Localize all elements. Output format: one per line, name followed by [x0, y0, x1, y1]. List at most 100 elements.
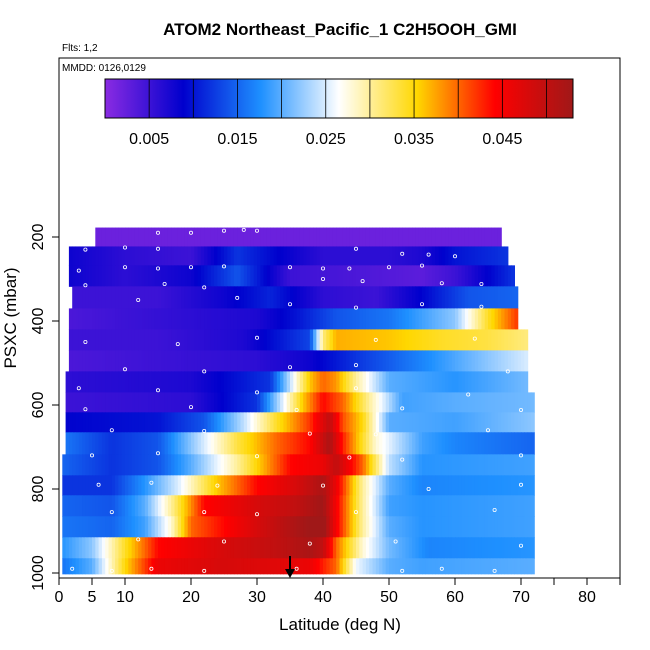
heatmap-cell: [422, 227, 426, 247]
heatmap-cell: [375, 432, 380, 455]
heatmap-cell: [85, 392, 90, 413]
heatmap-cell: [359, 432, 364, 455]
heatmap-cell: [260, 432, 265, 455]
heatmap-cell: [181, 516, 185, 538]
heatmap-cell: [230, 495, 235, 517]
heatmap-cell: [461, 246, 466, 266]
heatmap-cell: [511, 265, 515, 287]
heatmap-cell: [250, 495, 255, 517]
heatmap-cell: [118, 350, 123, 372]
heatmap-cell: [210, 412, 215, 433]
heatmap-cell: [425, 329, 430, 351]
heatmap-cell: [88, 308, 93, 330]
heatmap-cell: [187, 286, 192, 309]
heatmap-cell: [88, 412, 93, 433]
heatmap-cell: [283, 392, 288, 413]
heatmap-cell: [95, 495, 100, 517]
heatmap-cell: [468, 475, 473, 496]
heatmap-cell: [118, 516, 123, 538]
heatmap-cell: [504, 329, 509, 351]
heatmap-cell: [250, 516, 255, 538]
heatmap-cell: [247, 454, 251, 476]
heatmap-cell: [431, 495, 436, 517]
heatmap-cell: [257, 495, 261, 517]
heatmap-cell: [451, 432, 456, 455]
heatmap-cell: [504, 516, 509, 538]
heatmap-cell: [336, 558, 341, 575]
heatmap-cell: [497, 475, 502, 496]
heatmap-cell: [497, 246, 502, 266]
heatmap-cell: [98, 475, 103, 496]
heatmap-cell: [174, 392, 179, 413]
heatmap-cell: [204, 558, 209, 575]
heatmap-cell: [161, 227, 166, 247]
heatmap-cell: [346, 412, 350, 433]
heatmap-cell: [290, 558, 294, 575]
heatmap-cell: [191, 371, 195, 393]
heatmap-cell: [88, 432, 93, 455]
heatmap-cell: [82, 495, 86, 517]
heatmap-cell: [151, 432, 156, 455]
heatmap-cell: [108, 246, 113, 266]
heatmap-cell: [98, 392, 103, 413]
heatmap-cell: [108, 475, 113, 496]
heatmap-cell: [181, 350, 185, 372]
observation-point: [287, 302, 292, 307]
heatmap-cell: [98, 558, 103, 575]
heatmap-cell: [260, 412, 265, 433]
heatmap-cell: [161, 537, 166, 559]
observation-point: [320, 483, 325, 488]
heatmap-cell: [458, 371, 463, 393]
heatmap-cell: [253, 558, 258, 575]
heatmap-cell: [240, 329, 245, 351]
heatmap-cell: [375, 286, 380, 309]
heatmap-cell: [316, 246, 321, 266]
heatmap-cell: [405, 412, 410, 433]
heatmap-cell: [131, 350, 136, 372]
heatmap-cell: [105, 392, 110, 413]
heatmap-cell: [95, 537, 100, 559]
heatmap-cell: [428, 454, 433, 476]
heatmap-cell: [131, 558, 136, 575]
heatmap-cell: [257, 329, 261, 351]
heatmap-cell: [260, 246, 265, 266]
heatmap-cell: [260, 329, 265, 351]
heatmap-cell: [342, 495, 347, 517]
heatmap-cell: [451, 454, 456, 476]
heatmap-cell: [468, 392, 473, 413]
heatmap-cell: [352, 308, 357, 330]
heatmap-cell: [243, 475, 248, 496]
heatmap-cell: [445, 516, 449, 538]
heatmap-cell: [362, 308, 367, 330]
heatmap-cell: [243, 286, 248, 309]
heatmap-cell: [210, 454, 215, 476]
heatmap-cell: [372, 495, 377, 517]
heatmap-cell: [207, 516, 212, 538]
heatmap-cell: [88, 329, 93, 351]
heatmap-cell: [286, 227, 291, 247]
heatmap-cell: [105, 350, 110, 372]
heatmap-cell: [313, 412, 317, 433]
heatmap-cell: [65, 495, 70, 517]
heatmap-cell: [296, 265, 301, 287]
heatmap-cell: [474, 495, 479, 517]
heatmap-cell: [92, 371, 96, 393]
observation-point: [400, 251, 405, 256]
heatmap-cell: [164, 412, 169, 433]
heatmap-cell: [316, 412, 321, 433]
heatmap-cell: [293, 350, 298, 372]
heatmap-cell: [273, 432, 278, 455]
heatmap-cell: [174, 246, 179, 266]
heatmap-cell: [323, 246, 327, 266]
heatmap-cell: [435, 286, 440, 309]
heatmap-cell: [464, 329, 469, 351]
heatmap-cell: [306, 392, 311, 413]
heatmap-cell: [280, 329, 284, 351]
heatmap-cell: [131, 454, 136, 476]
heatmap-cell: [527, 392, 532, 413]
heatmap-cell: [342, 392, 347, 413]
heatmap-cell: [339, 432, 344, 455]
heatmap-cell: [369, 329, 374, 351]
heatmap-cell: [507, 495, 512, 517]
